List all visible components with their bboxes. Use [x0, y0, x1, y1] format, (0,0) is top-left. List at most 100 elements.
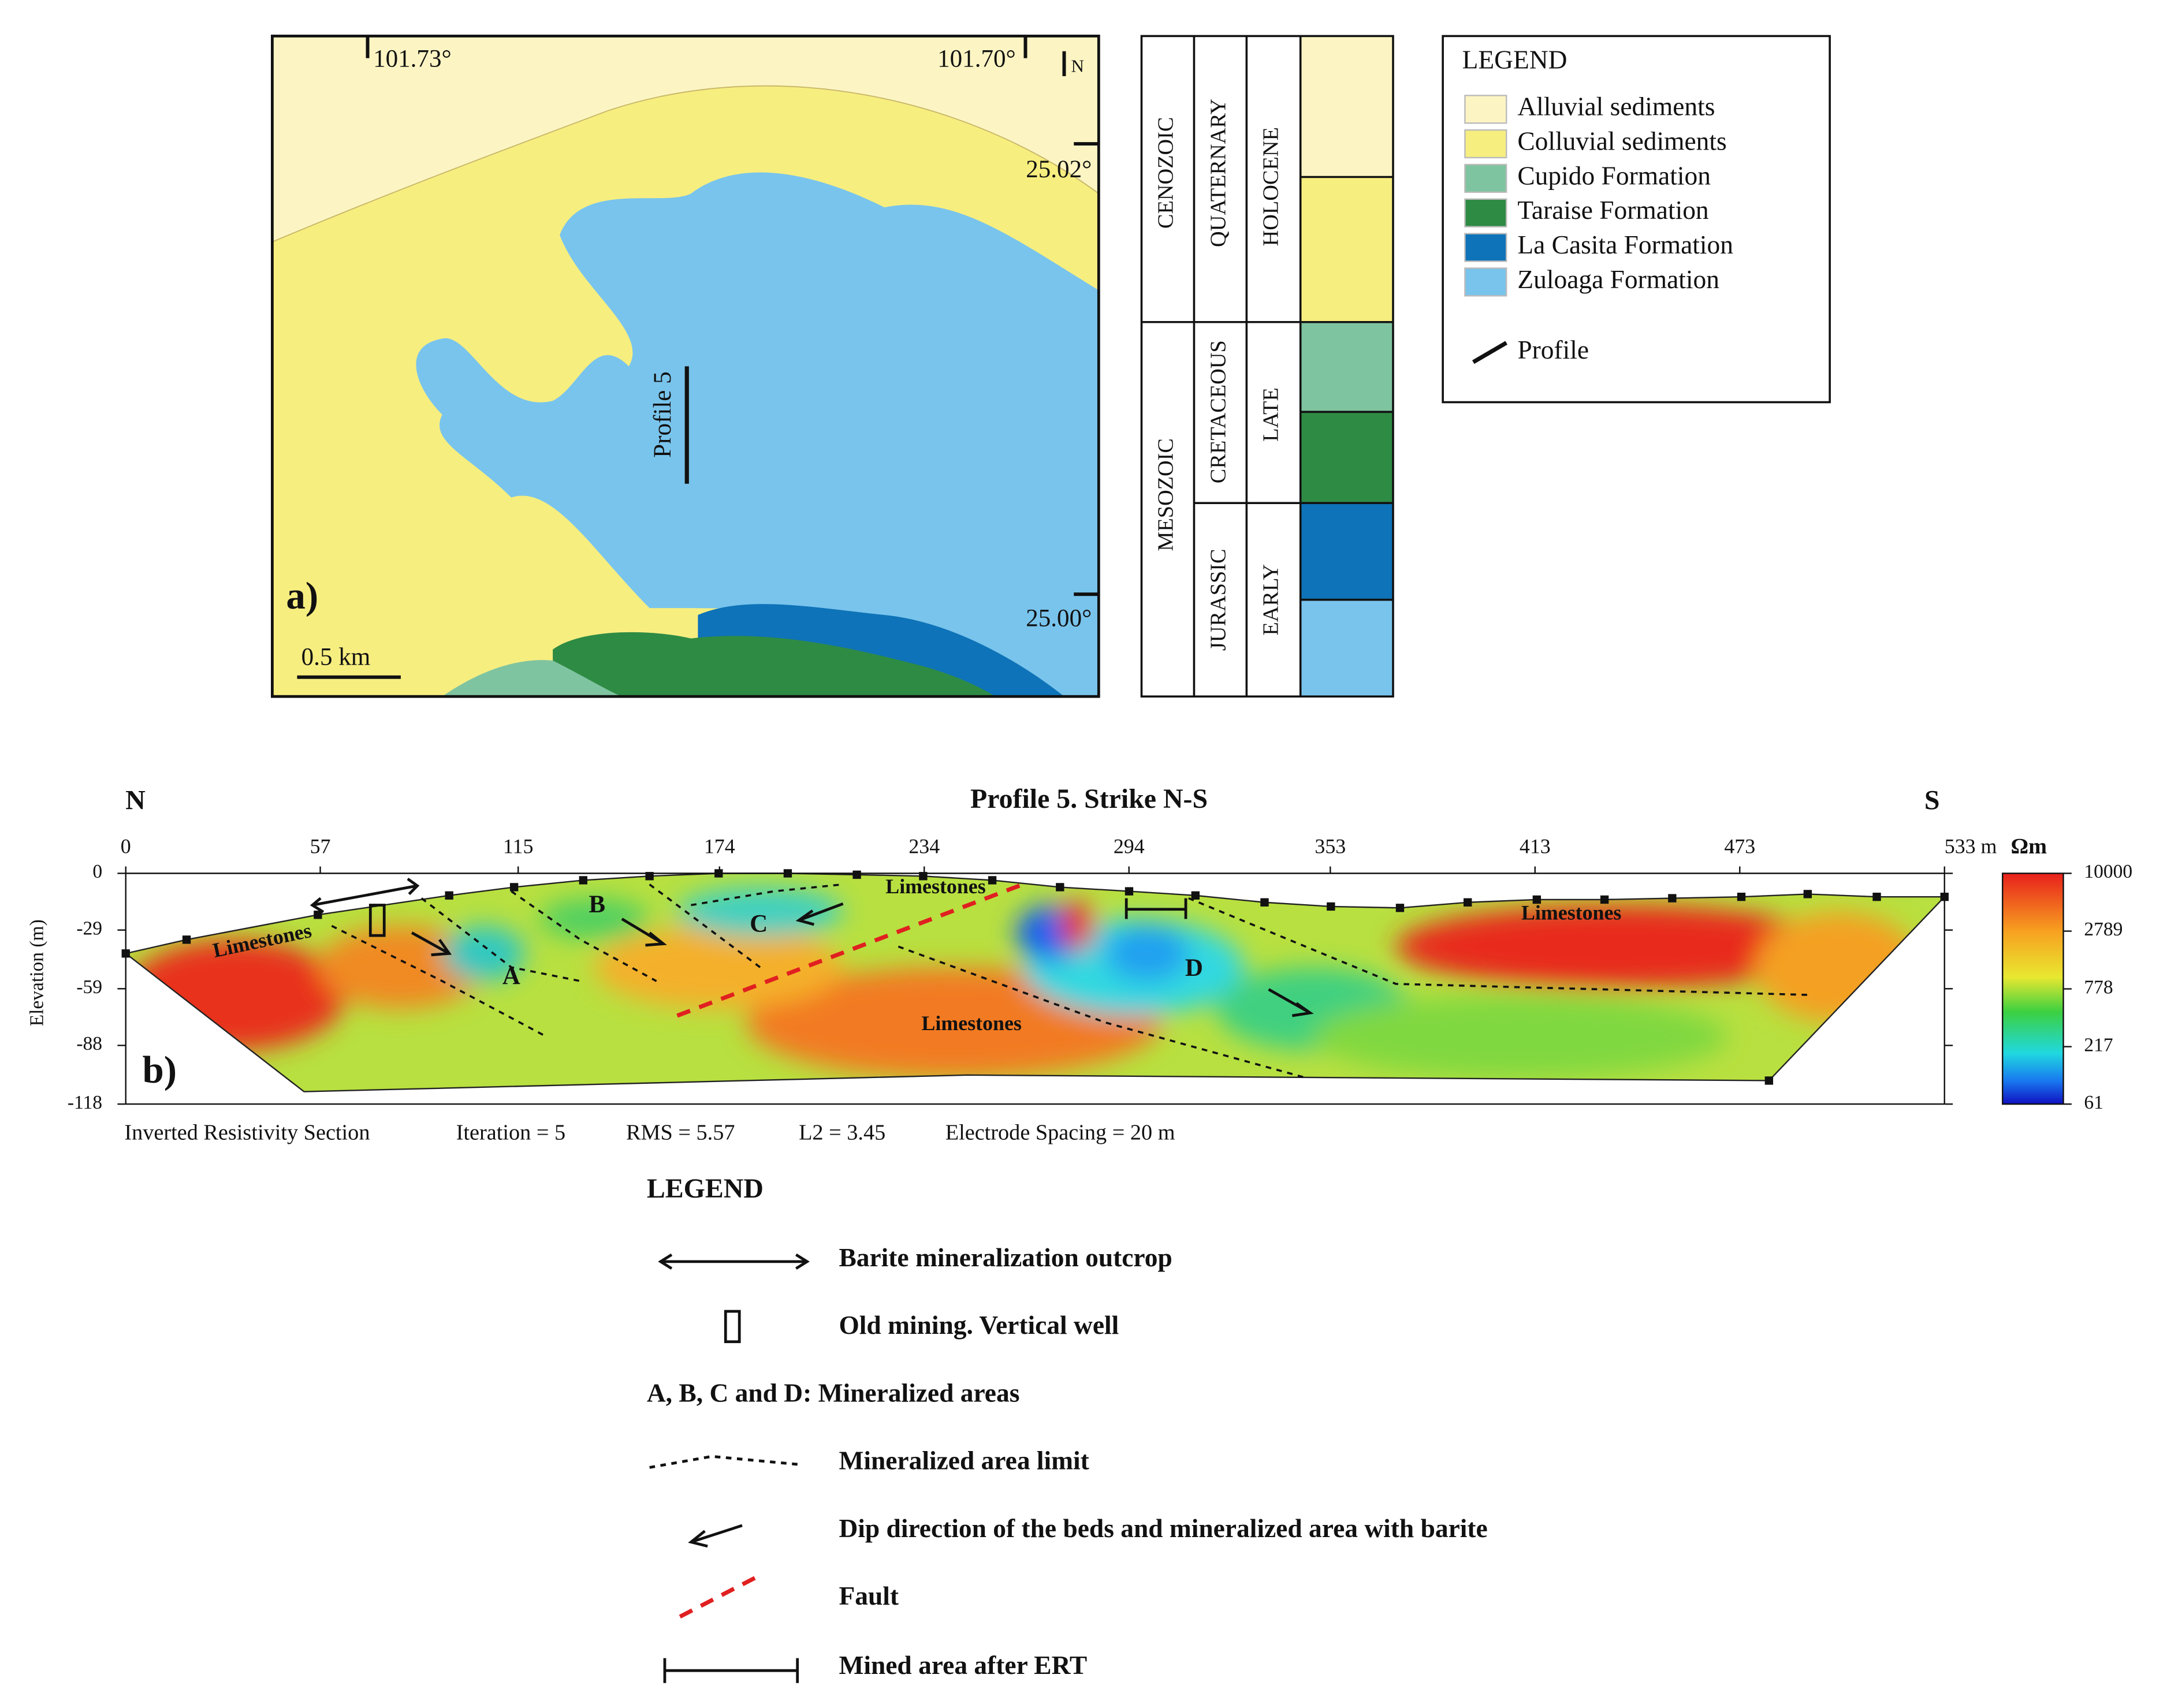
lon-label: 101.70°	[937, 45, 1016, 72]
electrode	[509, 883, 519, 892]
profile-symbol	[1472, 341, 1508, 364]
epoch: EARLY	[1259, 564, 1283, 636]
legend-item: Fault	[839, 1581, 899, 1610]
x-tick-label: 294	[1114, 835, 1145, 858]
electrode	[1940, 893, 1949, 901]
profile-label: Profile 5	[649, 371, 676, 457]
legend-items: Barite mineralization outcrop Old mining.…	[647, 1243, 1488, 1680]
lat-label: 25.00°	[1026, 605, 1092, 632]
electrode	[988, 876, 997, 885]
electrode	[1056, 883, 1064, 892]
colorbar-tick-label: 778	[2084, 976, 2113, 998]
footer-item: Electrode Spacing = 20 m	[945, 1121, 1175, 1145]
y-tick-label: -29	[76, 918, 102, 939]
footer-item: L2 = 3.45	[799, 1121, 885, 1145]
south-label: S	[1924, 785, 1940, 815]
era: CENOZOIC	[1154, 117, 1178, 229]
y-tick-label: 0	[92, 861, 102, 882]
x-tick-label: 353	[1315, 835, 1346, 858]
y-axis-label: Elevation (m)	[27, 919, 48, 1026]
epoch: HOLOCENE	[1259, 127, 1283, 246]
electrode	[919, 872, 928, 881]
section-annotation: Limestones	[885, 875, 985, 898]
x-tick-label: 413	[1520, 835, 1551, 858]
electrode	[1764, 1076, 1774, 1085]
legend-items: Alluvial sediments Colluvial sediments Cup…	[1464, 92, 1733, 297]
legend-item: Old mining. Vertical well	[839, 1310, 1119, 1340]
strat-column	[1140, 35, 1394, 698]
x-tick-label: 174	[704, 835, 735, 858]
legend-swatch	[1464, 163, 1507, 193]
electrode	[1327, 902, 1335, 911]
north-arrow: N	[1071, 56, 1084, 76]
lon-label: 101.73°	[373, 45, 452, 72]
section-footer: Inverted Resistivity Section Iteration = …	[124, 1121, 1175, 1145]
colorbar-tick-label: 2789	[2084, 919, 2123, 940]
x-tick-label: 533 m	[1945, 835, 1997, 858]
legend-swatch	[1464, 198, 1507, 228]
x-tick-label: 0	[121, 835, 131, 858]
electrode	[1737, 893, 1746, 901]
footer-item: Iteration = 5	[456, 1121, 565, 1145]
electrode	[314, 911, 322, 919]
electrode	[1260, 898, 1269, 907]
period: JURASSIC	[1207, 549, 1231, 651]
electrode	[182, 935, 191, 944]
electrode	[121, 949, 130, 958]
legend-item: Mined area after ERT	[839, 1650, 1087, 1680]
electrode	[714, 869, 723, 878]
electrode	[1125, 887, 1134, 896]
panel-label: a)	[286, 575, 318, 617]
legend-item: Cupido Formation	[1517, 161, 1711, 190]
section-annotation: Limestones	[1521, 901, 1621, 924]
legend-item: Barite mineralization outcrop	[839, 1243, 1172, 1272]
footer-item: RMS = 5.57	[626, 1121, 735, 1145]
electrode	[1600, 895, 1609, 904]
map-ticks	[297, 36, 1099, 679]
colorbar-tick-label: 217	[2084, 1034, 2113, 1056]
colorbar-unit: Ωm	[2010, 834, 2047, 859]
section-annotation: A	[502, 963, 520, 990]
section-title: Profile 5. Strike N-S	[970, 784, 1208, 814]
legend-item: Zuloaga Formation	[1517, 264, 1719, 294]
electrode	[1532, 895, 1542, 904]
electrode	[1803, 890, 1812, 898]
legend-item: Mineralized area limit	[839, 1446, 1089, 1475]
electrode	[579, 876, 587, 885]
legend-swatch	[1464, 95, 1507, 124]
electrode	[645, 872, 654, 881]
colorbar-tick-label: 61	[2084, 1092, 2103, 1113]
legend-item: Colluvial sediments	[1517, 126, 1726, 156]
legend-item: A, B, C and D: Mineralized areas	[647, 1378, 1020, 1407]
scale-bar-label: 0.5 km	[301, 643, 371, 670]
legend-item: Profile	[1517, 335, 1589, 364]
section-annotation: Limestones	[921, 1012, 1021, 1035]
y-tick-label: -118	[68, 1092, 102, 1113]
x-tick-label: 115	[503, 835, 533, 858]
electrode	[445, 891, 453, 900]
resistivity-section	[121, 869, 1949, 1105]
colorbar	[2002, 872, 2064, 1105]
epoch: LATE	[1259, 387, 1283, 442]
legend-title: LEGEND	[647, 1173, 764, 1204]
legend-title: LEGEND	[1462, 44, 1567, 74]
legend-box	[1442, 35, 1831, 404]
x-tick-label: 57	[310, 835, 331, 858]
panel-label: b)	[142, 1049, 177, 1091]
electrode	[1668, 894, 1677, 903]
footer-item: Inverted Resistivity Section	[124, 1121, 370, 1145]
legend-swatch	[1464, 129, 1507, 159]
period: CRETACEOUS	[1207, 340, 1231, 483]
lat-label: 25.02°	[1026, 156, 1092, 183]
map-frame	[271, 35, 1100, 698]
section-annotation: D	[1185, 954, 1203, 982]
legend-item: Dip direction of the beds and mineralize…	[839, 1513, 1487, 1543]
legend-item: La Casita Formation	[1517, 230, 1733, 259]
legend-item: Taraise Formation	[1517, 195, 1709, 225]
section-annotation: B	[589, 891, 605, 918]
electrode	[1872, 893, 1881, 901]
x-tick-label: 473	[1724, 835, 1755, 858]
legend-swatch	[1464, 267, 1507, 297]
